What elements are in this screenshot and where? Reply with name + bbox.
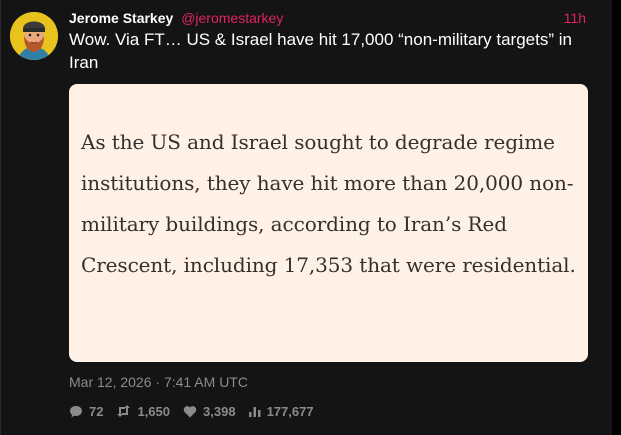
bearded-cartoon-avatar-icon [10, 12, 58, 60]
tweet-text: Wow. Via FT… US & Israel have hit 17,000… [69, 30, 572, 72]
speech-bubble-icon [70, 405, 82, 417]
retweet-count: 1,650 [137, 403, 171, 419]
retweet-button[interactable]: 1,650 [116, 404, 170, 419]
tweet-header: Jerome Starkey @jeromestarkey 11h [69, 8, 586, 28]
quoted-article-excerpt: As the US and Israel sought to degrade r… [81, 130, 576, 277]
heart-icon [183, 405, 197, 417]
bar-chart-icon [248, 407, 261, 417]
scrollbar[interactable] [612, 0, 621, 435]
reply-button[interactable]: 72 [69, 404, 103, 419]
like-count: 3,398 [203, 403, 236, 419]
retweet-icon [117, 405, 131, 417]
tweet-timestamp[interactable]: Mar 12, 2026 · 7:41 AM UTC [69, 374, 248, 390]
views-button[interactable]: 177,677 [248, 403, 314, 419]
like-button[interactable]: 3,398 [183, 404, 236, 419]
attached-image[interactable]: As the US and Israel sought to degrade r… [69, 84, 588, 362]
author-display-name[interactable]: Jerome Starkey [69, 10, 174, 26]
tweet-stats: 72 1,650 3,398 177,677 [69, 402, 327, 420]
avatar[interactable] [10, 12, 58, 60]
reply-count: 72 [89, 403, 104, 419]
author-handle[interactable]: @jeromestarkey [181, 10, 284, 26]
tweet-relative-time[interactable]: 11h [563, 10, 586, 26]
view-count: 177,677 [266, 403, 314, 419]
